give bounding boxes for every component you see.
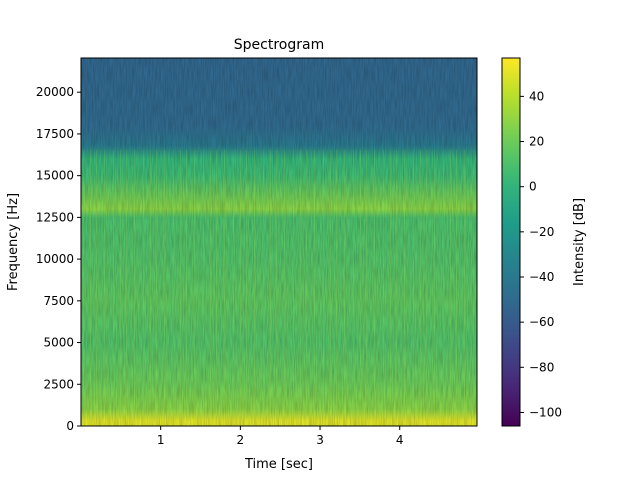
time-stripe bbox=[156, 150, 157, 426]
time-stripe bbox=[426, 150, 427, 426]
time-stripe bbox=[360, 150, 361, 426]
time-stripe bbox=[353, 150, 354, 426]
time-stripe bbox=[396, 150, 397, 426]
time-stripe bbox=[134, 150, 135, 426]
time-stripe bbox=[113, 150, 114, 426]
time-stripe bbox=[284, 150, 285, 426]
y-tick-label: 10000 bbox=[36, 252, 74, 266]
time-stripe bbox=[96, 150, 97, 426]
time-stripe bbox=[210, 150, 211, 426]
time-stripe bbox=[104, 150, 105, 426]
time-stripe bbox=[473, 150, 474, 426]
colorbar-tick-label: −100 bbox=[529, 405, 562, 419]
time-stripe bbox=[390, 150, 391, 426]
y-tick-label: 7500 bbox=[43, 294, 74, 308]
time-stripe bbox=[120, 150, 121, 426]
time-stripe bbox=[276, 150, 277, 426]
time-stripe bbox=[420, 150, 421, 426]
x-tick-label: 2 bbox=[237, 433, 245, 447]
time-stripe bbox=[300, 150, 301, 426]
x-axis-label: Time [sec] bbox=[244, 457, 313, 472]
colorbar-tick-label: −20 bbox=[529, 225, 554, 239]
y-tick-label: 17500 bbox=[36, 127, 74, 141]
time-stripe bbox=[90, 150, 91, 426]
time-stripe bbox=[270, 150, 271, 426]
time-stripe bbox=[323, 150, 324, 426]
y-tick-label: 2500 bbox=[43, 377, 74, 391]
time-stripe bbox=[293, 150, 294, 426]
time-stripe bbox=[263, 150, 264, 426]
colorbar-tick-label: −80 bbox=[529, 360, 554, 374]
colorbar-ticks: −100 −80 −60 −40 −20 0 20 40 bbox=[520, 89, 562, 419]
plot-frame bbox=[80, 57, 478, 427]
y-tick-label: 0 bbox=[66, 419, 74, 433]
colorbar-tick-label: −60 bbox=[529, 315, 554, 329]
time-stripe bbox=[83, 150, 84, 426]
time-stripe bbox=[443, 150, 444, 426]
x-axis-ticks: 1 2 3 4 bbox=[157, 426, 404, 447]
time-stripe bbox=[413, 150, 414, 426]
time-stripes bbox=[83, 150, 474, 426]
x-tick-label: 3 bbox=[316, 433, 324, 447]
time-stripe bbox=[450, 150, 451, 426]
time-stripe bbox=[434, 150, 435, 426]
time-stripe bbox=[203, 150, 204, 426]
x-tick-label: 1 bbox=[157, 433, 165, 447]
time-stripe bbox=[344, 150, 345, 426]
chart-title: Spectrogram bbox=[234, 37, 324, 53]
time-stripe bbox=[126, 150, 127, 426]
time-stripe bbox=[224, 150, 225, 426]
time-stripe bbox=[194, 150, 195, 426]
time-stripe bbox=[186, 150, 187, 426]
time-stripe bbox=[164, 150, 165, 426]
time-stripe bbox=[150, 150, 151, 426]
time-stripe bbox=[456, 150, 457, 426]
x-tick-label: 4 bbox=[396, 433, 404, 447]
time-stripe bbox=[336, 150, 337, 426]
time-stripe bbox=[240, 150, 241, 426]
plot-area bbox=[81, 58, 477, 426]
time-stripe bbox=[306, 150, 307, 426]
colorbar-tick-label: −40 bbox=[529, 270, 554, 284]
time-stripe bbox=[180, 150, 181, 426]
colorbar-tick-label: 40 bbox=[529, 89, 544, 103]
colorbar-tick-label: 20 bbox=[529, 135, 544, 149]
y-axis-ticks: 0 2500 5000 7500 10000 12500 15000 17500 20000 bbox=[36, 85, 81, 433]
colorbar-tick-label: 0 bbox=[529, 180, 537, 194]
y-tick-label: 12500 bbox=[36, 210, 74, 224]
time-stripe bbox=[246, 150, 247, 426]
time-stripe bbox=[464, 150, 465, 426]
time-stripe bbox=[374, 150, 375, 426]
time-stripe bbox=[216, 150, 217, 426]
time-stripe bbox=[366, 150, 367, 426]
time-stripe bbox=[330, 150, 331, 426]
time-stripe bbox=[143, 150, 144, 426]
y-tick-label: 15000 bbox=[36, 169, 74, 183]
y-axis-label: Frequency [Hz] bbox=[6, 193, 21, 291]
time-stripe bbox=[314, 150, 315, 426]
colorbar bbox=[501, 57, 521, 427]
time-stripe bbox=[254, 150, 255, 426]
y-tick-label: 5000 bbox=[43, 336, 74, 350]
time-stripe bbox=[173, 150, 174, 426]
spectrogram-texture bbox=[81, 58, 477, 426]
y-tick-label: 20000 bbox=[36, 85, 74, 99]
colorbar-label: Intensity [dB] bbox=[572, 198, 587, 286]
time-stripe bbox=[233, 150, 234, 426]
time-stripe bbox=[383, 150, 384, 426]
time-stripe bbox=[404, 150, 405, 426]
